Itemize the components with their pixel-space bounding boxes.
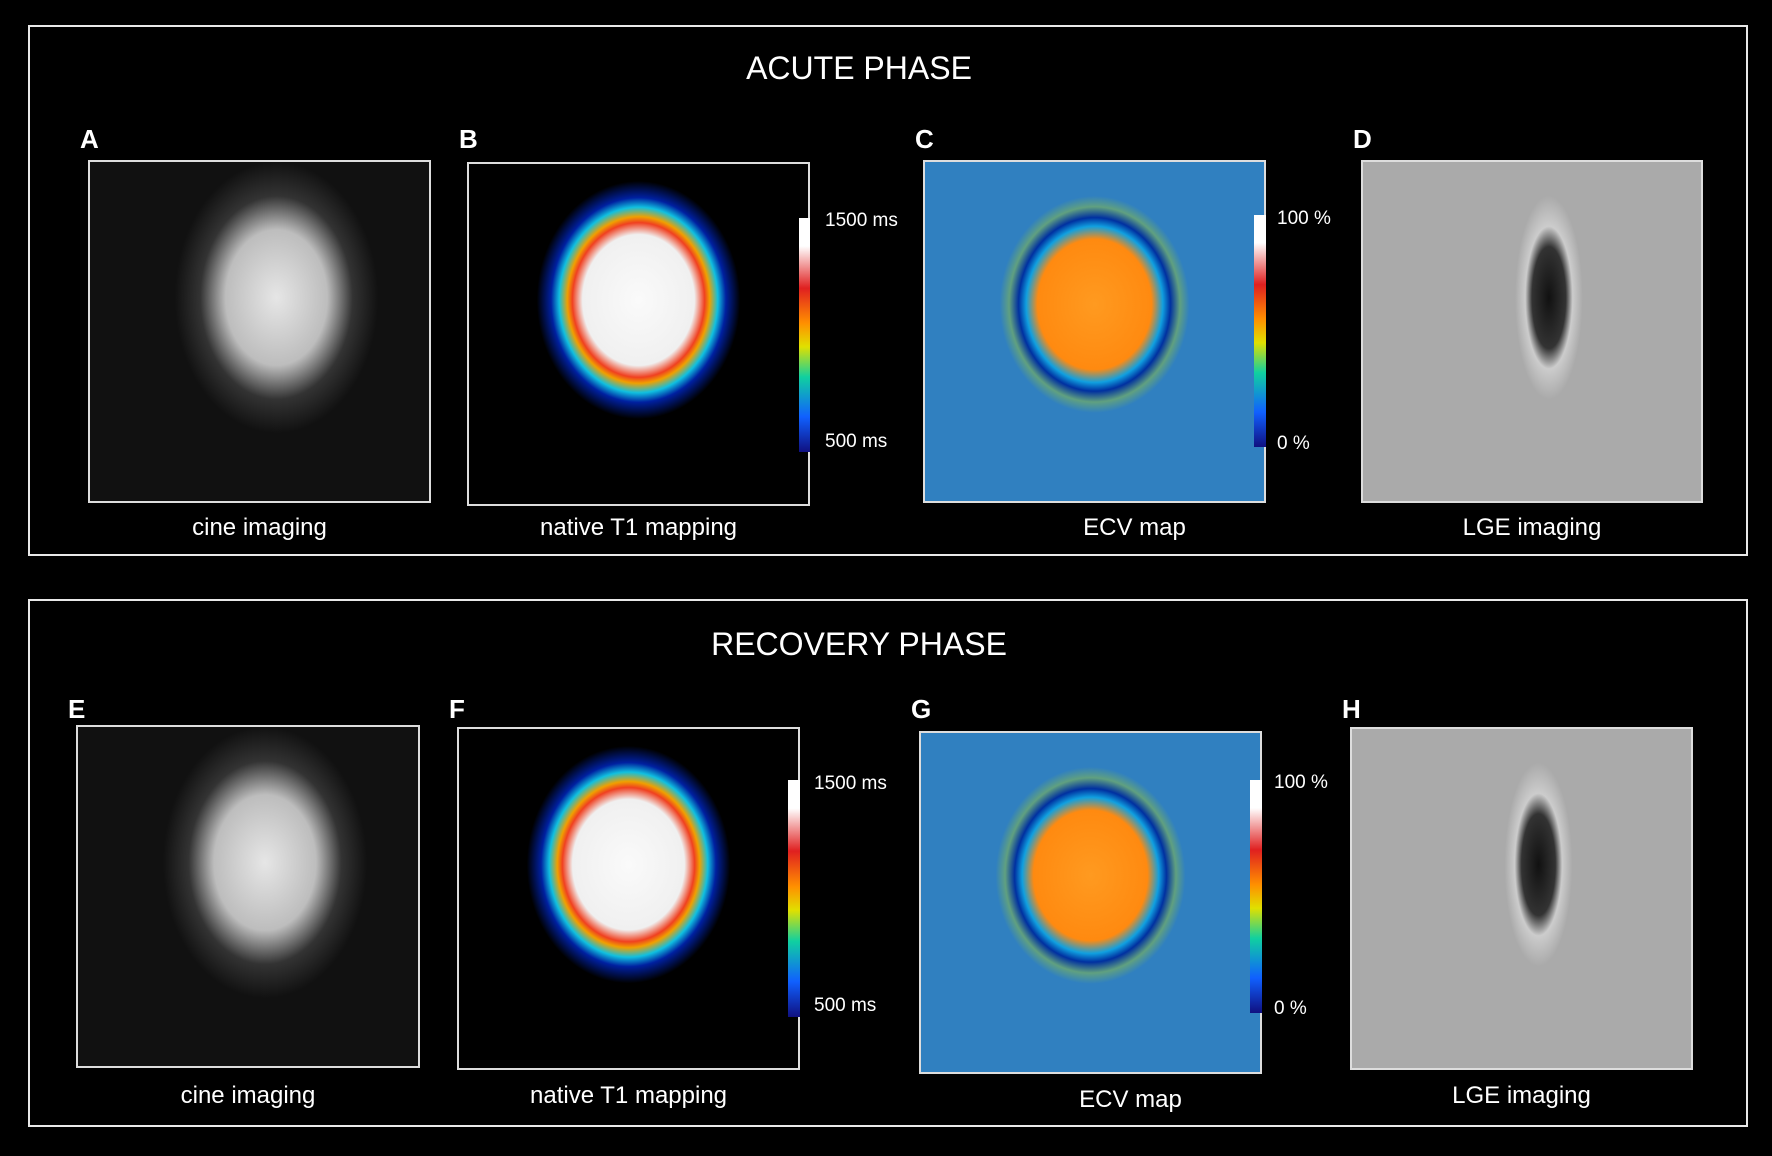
panel-letter: A bbox=[80, 124, 99, 154]
color-scale-bar bbox=[788, 780, 800, 1017]
scale-bottom-label: 500 ms bbox=[825, 431, 888, 452]
color-scale-bar bbox=[1254, 215, 1266, 447]
lge-image bbox=[1361, 160, 1703, 503]
panel-letter: G bbox=[911, 694, 932, 724]
phase-box bbox=[28, 599, 1748, 1127]
phase-box bbox=[28, 25, 1748, 556]
color-scale-bar bbox=[799, 218, 810, 452]
lge-image bbox=[1350, 727, 1693, 1070]
scale-top-label: 100 % bbox=[1274, 772, 1328, 793]
phase-title: RECOVERY PHASE bbox=[711, 626, 1007, 662]
panel-caption: LGE imaging bbox=[1452, 1082, 1591, 1109]
scale-bottom-label: 0 % bbox=[1274, 998, 1307, 1019]
panel-caption: cine imaging bbox=[180, 1082, 316, 1109]
phase-title: ACUTE PHASE bbox=[746, 50, 972, 86]
panel-caption: native T1 mapping bbox=[529, 1082, 728, 1109]
scale-top-label: 100 % bbox=[1277, 208, 1331, 229]
ecv-map-image bbox=[923, 160, 1266, 503]
panel-letter: D bbox=[1353, 124, 1372, 154]
t1-map-image bbox=[467, 162, 810, 506]
panel-letter: B bbox=[459, 124, 478, 154]
ecv-map-image bbox=[919, 731, 1262, 1074]
panel-caption: LGE imaging bbox=[1462, 514, 1602, 541]
scale-top-label: 1500 ms bbox=[814, 773, 887, 794]
cine-image bbox=[88, 160, 431, 503]
scale-bottom-label: 0 % bbox=[1277, 433, 1310, 454]
panel-caption: native T1 mapping bbox=[539, 514, 738, 541]
panel-caption: ECV map bbox=[1079, 1086, 1182, 1113]
scale-top-label: 1500 ms bbox=[825, 210, 898, 231]
t1-map-image bbox=[457, 727, 800, 1070]
panel-letter: F bbox=[449, 694, 465, 724]
cine-image bbox=[76, 725, 420, 1068]
scale-bottom-label: 500 ms bbox=[814, 995, 877, 1016]
panel-letter: C bbox=[915, 124, 934, 154]
panel-caption: ECV map bbox=[1083, 514, 1186, 541]
panel-caption: cine imaging bbox=[192, 514, 327, 541]
panel-letter: E bbox=[68, 694, 86, 724]
panel-letter: H bbox=[1342, 694, 1361, 724]
color-scale-bar bbox=[1250, 780, 1262, 1013]
